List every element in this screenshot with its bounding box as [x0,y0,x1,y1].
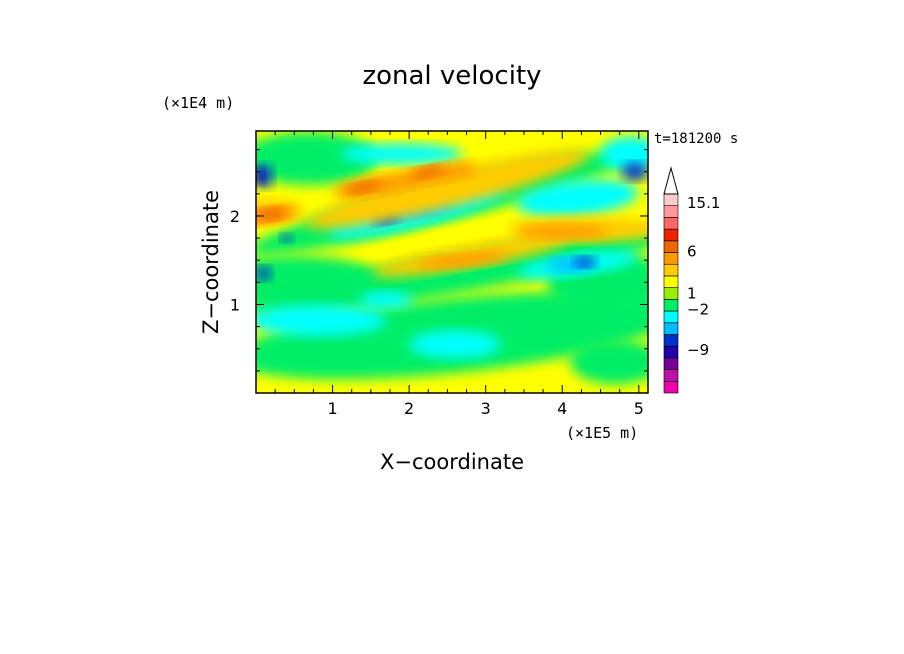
field-blobs [256,131,648,385]
colorbar: 15.1 6 1−2 −9 [663,166,720,394]
field-blob [306,150,589,229]
colorbar-band [663,369,679,382]
x-tick-label: 2 [404,399,414,418]
plot-frame [255,130,649,394]
field-blob [256,131,379,185]
colorbar-band [663,357,679,370]
y-tick-label: 2 [230,207,240,226]
colorbar-label: −9 [687,341,709,359]
colorbar-band [663,240,679,253]
colorbar-label: 6 [687,243,697,261]
field-blob [256,304,387,337]
chart-title: zonal velocity [362,61,541,91]
field-blob [569,339,648,385]
colorbar-band [663,217,679,230]
colorbar-band [663,205,679,218]
colorbar-band [663,228,679,242]
x-axis-label: X−coordinate [380,450,524,474]
colorbar-band [663,334,679,347]
y-tick-label: 1 [230,295,240,314]
colorbar-band [663,380,679,394]
axis-ticks: 1 2 3 4 5 1 2 [230,131,648,418]
colorbar-band [663,322,679,335]
colorbar-band [663,252,679,265]
colorbar-label: −2 [687,300,709,318]
colorbar-band [663,299,679,312]
field-blob [574,256,596,268]
field-blob [256,266,272,281]
x-tick-label: 1 [327,399,337,418]
x-tick-label: 3 [481,399,491,418]
colorbar-band [663,310,679,324]
field-blob [516,179,639,218]
heatmap-field [256,131,648,393]
colorbar-band [663,287,679,300]
time-label: t=181200 s [654,131,738,147]
field-blob [411,165,445,178]
field-blob [621,162,648,181]
y-unit-label: (×1E4 m) [162,94,234,112]
colorbar-band [663,193,679,207]
colorbar-band [663,263,679,277]
y-axis-label: Z−coordinate [199,190,223,334]
field-blob [256,231,648,316]
field-blob [359,291,413,309]
field-blob [516,224,609,239]
field-blob [409,330,501,359]
field-blob [417,252,509,269]
colorbar-label: 1 [687,285,697,303]
x-tick-label: 4 [557,399,567,418]
x-tick-label: 5 [634,399,644,418]
colorbar-band [663,345,679,359]
field-blob [600,136,648,172]
field-blob [256,207,287,221]
field-blob [280,233,293,243]
colorbar-extend-arrow [663,166,679,195]
field-blob [344,181,383,194]
x-unit-label: (×1E5 m) [566,424,638,442]
colorbar-label: 15.1 [687,194,720,212]
field-blob [340,143,463,165]
colorbar-band [663,275,679,288]
